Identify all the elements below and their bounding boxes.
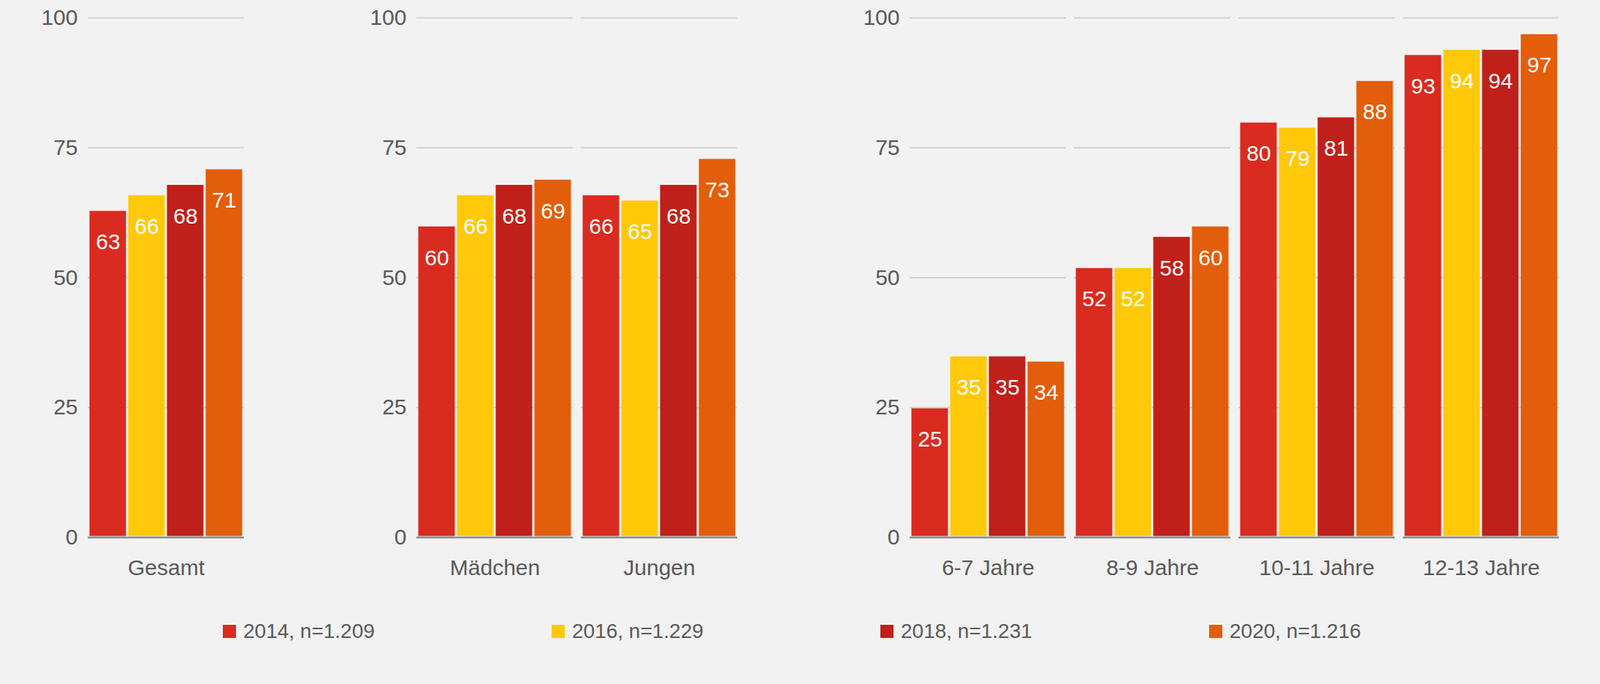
svg-text:100: 100 [40, 5, 78, 30]
svg-text:52: 52 [1082, 286, 1107, 311]
svg-text:66: 66 [588, 214, 613, 239]
svg-text:100: 100 [369, 5, 407, 30]
svg-text:97: 97 [1526, 52, 1552, 77]
svg-text:Gesamt: Gesamt [127, 555, 206, 580]
svg-text:66: 66 [463, 214, 488, 239]
svg-text:68: 68 [666, 203, 691, 228]
svg-text:79: 79 [1285, 146, 1310, 171]
svg-text:93: 93 [1410, 73, 1435, 98]
svg-text:60: 60 [424, 245, 449, 270]
svg-text:35: 35 [995, 374, 1020, 399]
svg-text:Mädchen: Mädchen [450, 555, 540, 580]
svg-text:25: 25 [53, 394, 78, 419]
svg-text:94: 94 [1449, 68, 1474, 93]
svg-text:58: 58 [1159, 255, 1184, 280]
svg-text:10-11 Jahre: 10-11 Jahre [1259, 555, 1375, 580]
svg-text:63: 63 [95, 229, 120, 254]
svg-text:Jungen: Jungen [623, 555, 695, 580]
html-text:2016, n=1.229: 2016, n=1.229 [572, 619, 704, 643]
html-text:2014, n=1.209: 2014, n=1.209 [243, 619, 375, 643]
svg-text:50: 50 [382, 265, 407, 290]
svg-text:6-7 Jahre: 6-7 Jahre [941, 555, 1035, 580]
svg-text:25: 25 [382, 394, 407, 419]
svg-text:81: 81 [1323, 135, 1348, 160]
svg-text:34: 34 [1033, 379, 1058, 405]
svg-text:0: 0 [394, 524, 407, 549]
svg-text:88: 88 [1362, 99, 1387, 124]
svg-text:60: 60 [1198, 245, 1223, 270]
svg-text:50: 50 [53, 265, 78, 290]
svg-text:0: 0 [887, 524, 901, 549]
svg-text:75: 75 [382, 135, 407, 160]
svg-text:50: 50 [875, 265, 900, 290]
svg-text:80: 80 [1246, 141, 1271, 166]
svg-text:69: 69 [540, 198, 565, 223]
svg-text:52: 52 [1120, 286, 1145, 311]
svg-text:65: 65 [627, 219, 652, 244]
svg-text:66: 66 [134, 214, 159, 239]
svg-text:35: 35 [956, 374, 981, 399]
svg-text:0: 0 [65, 524, 79, 549]
svg-text:68: 68 [501, 203, 527, 228]
svg-text:8-9 Jahre: 8-9 Jahre [1106, 555, 1199, 580]
svg-text:75: 75 [53, 135, 78, 160]
html-text:2020, n=1.216: 2020, n=1.216 [1229, 619, 1361, 643]
svg-text:68: 68 [173, 203, 198, 228]
svg-text:100: 100 [862, 5, 900, 30]
svg-text:75: 75 [875, 135, 900, 160]
svg-text:25: 25 [875, 394, 900, 419]
html-text:2018, n=1.231: 2018, n=1.231 [900, 619, 1033, 643]
svg-text:71: 71 [211, 187, 236, 212]
svg-text:73: 73 [705, 177, 730, 202]
svg-text:12-13 Jahre: 12-13 Jahre [1422, 555, 1540, 580]
svg-text:94: 94 [1488, 68, 1513, 93]
svg-text:25: 25 [917, 426, 942, 451]
